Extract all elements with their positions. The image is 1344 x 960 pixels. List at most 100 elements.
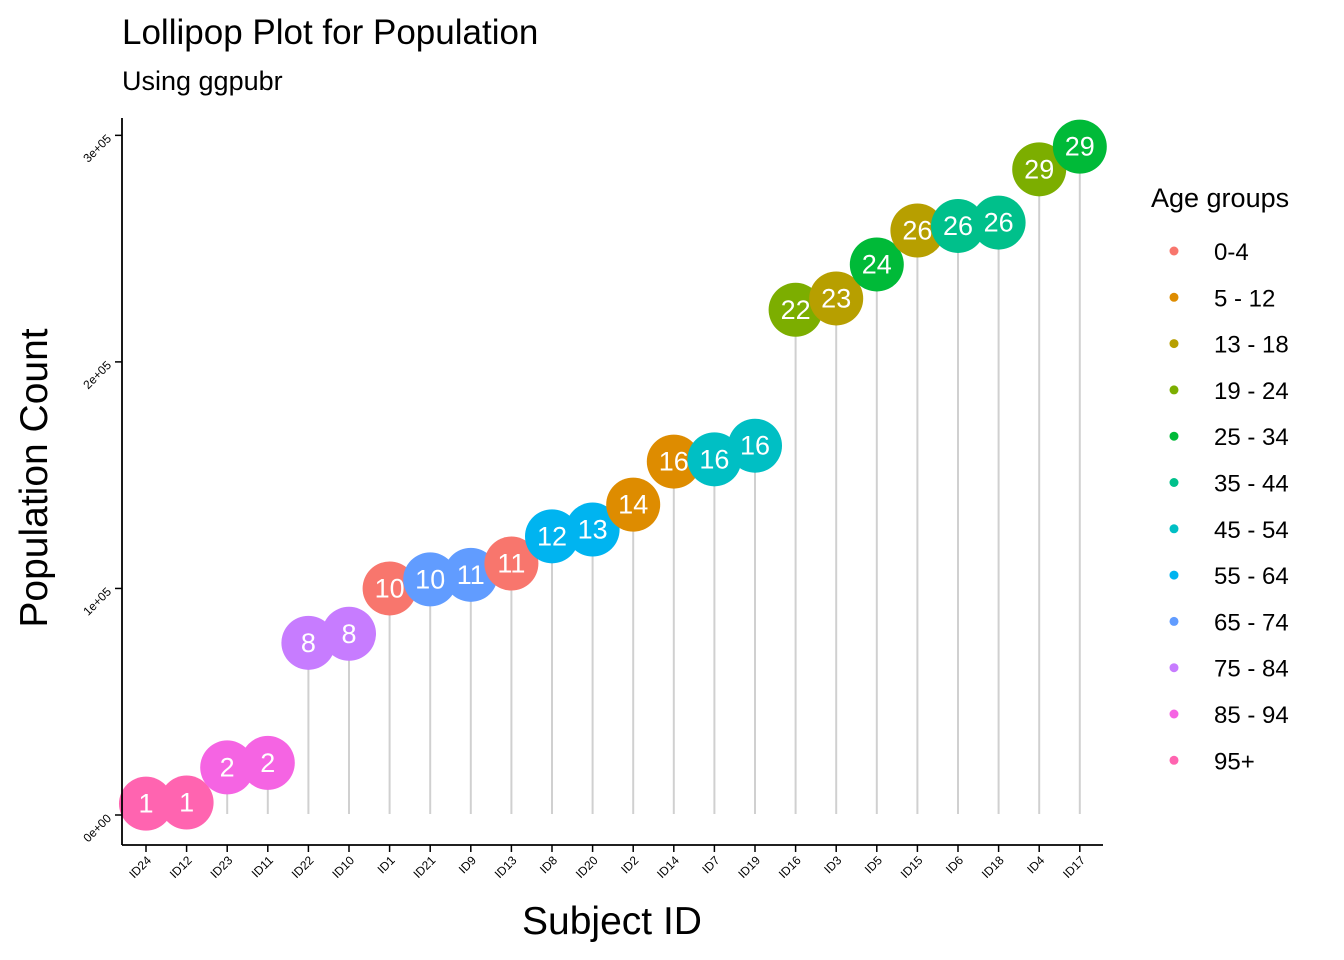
x-tick-label: ID2	[618, 853, 641, 876]
x-tick-label: ID15	[898, 853, 926, 881]
lollipop-dot-label: 29	[1024, 154, 1054, 184]
x-tick-label: ID4	[1024, 853, 1047, 876]
lollipop-dot-label: 24	[862, 249, 892, 279]
lollipop-dot	[362, 561, 417, 616]
legend-label: 35 - 44	[1214, 471, 1289, 498]
legend-key	[1169, 292, 1179, 302]
lollipop-dot-label: 23	[821, 283, 851, 313]
legend-label: 85 - 94	[1214, 702, 1289, 729]
y-tick-label: 2e+05	[80, 358, 114, 392]
legend-label: 95+	[1214, 748, 1255, 775]
legend-key	[1169, 431, 1179, 441]
lollipop-dot-label: 1	[179, 788, 194, 818]
legend-key	[1169, 385, 1179, 395]
legend-key	[1169, 339, 1179, 349]
lollipop-dot-label: 12	[537, 521, 567, 551]
chart-subtitle: Using ggpubr	[122, 66, 283, 96]
x-tick-label: ID5	[862, 853, 885, 876]
lollipop-dot-label: 8	[301, 628, 316, 658]
legend-label: 45 - 54	[1214, 517, 1289, 544]
chart-title: Lollipop Plot for Population	[122, 13, 538, 52]
lollipop-dot	[322, 606, 376, 661]
lollipop-dot	[403, 552, 458, 607]
lollipop-dot-label: 22	[781, 295, 811, 325]
lollipop-dot	[565, 502, 620, 557]
lollipop-dot-label: 26	[943, 211, 973, 241]
lollipop-dot-label: 16	[699, 444, 729, 474]
x-axis-label: Subject ID	[522, 900, 702, 943]
x-tick-label: ID13	[492, 853, 520, 881]
y-tick-label: 0e+00	[80, 811, 114, 845]
legend-label: 13 - 18	[1214, 332, 1289, 359]
x-tick-label: ID21	[410, 853, 438, 881]
lollipop-dot	[240, 735, 295, 790]
x-tick-label: ID22	[289, 853, 317, 881]
lollipop-dot-label: 10	[375, 573, 405, 603]
legend-label: 0-4	[1214, 239, 1249, 266]
legend-label: 19 - 24	[1214, 378, 1289, 405]
legend-key	[1169, 478, 1179, 487]
y-axis-label: Population Count	[13, 328, 56, 627]
x-axis: ID24 ID12 ID23 ID11 ID22 ID10 ID1 ID21 ID9 ID13 ID…	[122, 844, 1103, 881]
x-tick-label: ID12	[167, 853, 195, 881]
legend-label: 55 - 64	[1214, 563, 1289, 590]
x-tick-label: ID24	[126, 853, 154, 881]
lollipop-dot-label: 14	[618, 490, 648, 520]
legend-label: 5 - 12	[1214, 285, 1275, 312]
legend-label: 75 - 84	[1214, 656, 1289, 683]
lollipop-dot	[281, 615, 336, 670]
legend-key	[1169, 755, 1179, 765]
lollipop-dot	[931, 198, 985, 253]
x-tick-label: ID9	[456, 853, 479, 876]
lollipop-dot-label: 16	[659, 447, 689, 477]
legend: Age groups 0-4 5 - 12 13 - 18 19 - 24 25 - 3…	[1151, 183, 1289, 775]
lollipop-dot	[484, 536, 539, 591]
lollipop-dot-label: 11	[457, 560, 485, 590]
x-tick-label: ID6	[943, 853, 966, 876]
x-tick-label: ID23	[207, 853, 235, 881]
legend-key	[1169, 246, 1179, 256]
x-tick-label: ID16	[776, 853, 804, 881]
lollipop-dot	[159, 775, 214, 830]
x-tick-label: ID18	[979, 853, 1007, 881]
legend-key	[1169, 616, 1179, 626]
lollipop-dot	[443, 547, 498, 602]
lollipop-dot	[1052, 119, 1107, 174]
lollipop-dot-label: 13	[578, 515, 608, 545]
lollipop-dot-label: 26	[984, 208, 1014, 238]
legend-label: 25 - 34	[1214, 424, 1289, 451]
x-tick-label: ID10	[329, 853, 357, 881]
x-tick-label: ID7	[699, 853, 722, 876]
lollipop-dot	[1012, 142, 1067, 197]
lollipop-dot	[890, 203, 945, 258]
lollipop-dot	[200, 740, 255, 795]
lollipop-dot-label: 2	[220, 752, 235, 782]
x-tick-label: ID17	[1060, 853, 1088, 881]
lollipop-dot-label: 2	[260, 748, 275, 778]
lollipop-stems	[145, 146, 1081, 814]
lollipop-dot-label: 26	[902, 216, 932, 246]
legend-title: Age groups	[1151, 183, 1289, 213]
x-tick-label: ID20	[573, 853, 601, 881]
x-tick-label: ID14	[654, 853, 682, 881]
lollipop-dot-label: 11	[497, 549, 525, 579]
lollipop-dot	[606, 477, 661, 532]
legend-key	[1169, 663, 1179, 673]
legend-label: 65 - 74	[1214, 609, 1289, 636]
legend-key	[1169, 709, 1179, 719]
x-tick-label: ID1	[375, 853, 398, 876]
x-tick-label: ID8	[537, 853, 560, 876]
lollipop-dot-label: 29	[1065, 132, 1095, 162]
lollipop-dot	[525, 509, 579, 564]
x-tick-label: ID11	[249, 853, 276, 880]
lollipop-dot-label: 10	[415, 564, 445, 594]
y-tick-label: 3e+05	[80, 131, 114, 165]
legend-items: 0-4 5 - 12 13 - 18 19 - 24 25 - 34 35 - 44 45 …	[1169, 239, 1289, 775]
lollipop-dot	[849, 237, 904, 292]
lollipop-dot-label: 16	[740, 431, 770, 461]
lollipop-dot-label: 1	[138, 789, 153, 819]
x-tick-label: ID3	[821, 853, 844, 876]
lollipop-dot	[687, 432, 742, 487]
